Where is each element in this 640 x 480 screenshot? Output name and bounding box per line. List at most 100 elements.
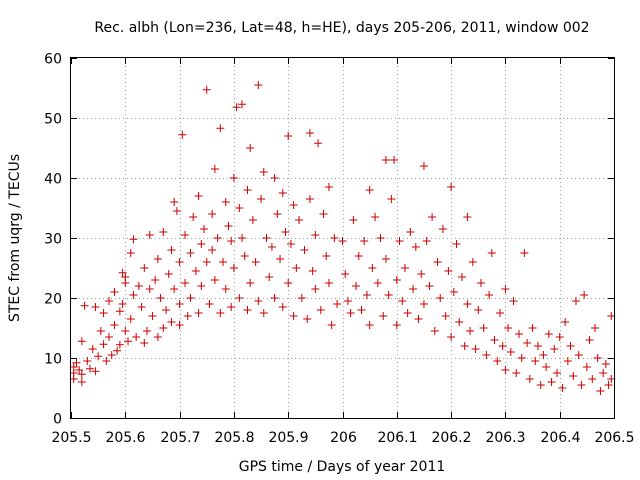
data-point bbox=[384, 291, 393, 299]
data-point bbox=[208, 210, 217, 218]
data-point bbox=[305, 129, 314, 137]
data-point bbox=[468, 258, 477, 266]
data-point bbox=[270, 174, 279, 182]
data-point bbox=[588, 375, 597, 383]
data-point bbox=[362, 291, 371, 299]
chart-title: Rec. albh (Lon=236, Lat=48, h=HE), days … bbox=[94, 20, 589, 36]
data-point bbox=[113, 346, 122, 355]
data-point bbox=[77, 370, 86, 379]
data-point bbox=[194, 192, 203, 200]
data-point bbox=[316, 306, 325, 314]
data-point bbox=[485, 291, 494, 299]
data-point bbox=[392, 321, 401, 329]
data-point bbox=[259, 309, 268, 317]
data-point bbox=[148, 312, 157, 320]
data-point bbox=[159, 324, 168, 332]
data-point bbox=[599, 369, 608, 377]
data-point bbox=[449, 288, 458, 296]
data-point bbox=[167, 246, 176, 254]
data-point bbox=[512, 369, 521, 377]
data-point bbox=[105, 297, 114, 305]
data-point bbox=[520, 249, 529, 257]
data-point bbox=[422, 237, 431, 245]
data-point bbox=[311, 285, 320, 293]
data-point bbox=[110, 321, 119, 329]
data-point bbox=[105, 333, 114, 341]
x-tick-label: 205.7 bbox=[160, 430, 200, 446]
data-point bbox=[259, 168, 268, 176]
data-point bbox=[550, 345, 559, 353]
data-point bbox=[172, 207, 181, 215]
data-point bbox=[205, 300, 214, 308]
data-point bbox=[308, 267, 317, 275]
data-point bbox=[265, 273, 274, 281]
data-point bbox=[178, 130, 187, 139]
data-point bbox=[297, 294, 306, 302]
data-point bbox=[286, 240, 295, 248]
data-point bbox=[289, 201, 298, 209]
data-point bbox=[191, 267, 200, 275]
data-point bbox=[232, 103, 241, 112]
x-tick-label: 206 bbox=[330, 430, 357, 446]
data-point bbox=[132, 333, 141, 341]
data-point bbox=[460, 342, 469, 350]
data-point bbox=[490, 336, 499, 344]
x-tick-label: 205.8 bbox=[214, 430, 254, 446]
data-point bbox=[482, 351, 491, 359]
data-point bbox=[115, 340, 124, 349]
data-point bbox=[91, 367, 100, 376]
x-tick-label: 206.2 bbox=[431, 430, 471, 446]
data-point bbox=[248, 216, 257, 224]
data-point bbox=[539, 351, 548, 359]
data-point bbox=[447, 183, 456, 191]
data-point bbox=[495, 309, 504, 317]
data-point bbox=[295, 216, 304, 224]
data-point bbox=[238, 234, 247, 242]
plot-frame bbox=[70, 57, 615, 419]
data-point bbox=[406, 228, 415, 236]
data-point bbox=[414, 315, 423, 323]
data-point bbox=[216, 124, 225, 133]
data-point bbox=[124, 337, 133, 346]
data-point bbox=[436, 294, 445, 302]
data-point bbox=[175, 258, 184, 266]
data-point bbox=[376, 234, 385, 242]
data-point bbox=[129, 235, 138, 244]
data-point bbox=[371, 213, 380, 221]
x-tick-label: 206.4 bbox=[540, 430, 580, 446]
data-point bbox=[88, 345, 97, 353]
data-point bbox=[159, 228, 168, 236]
data-point bbox=[536, 381, 545, 389]
data-point bbox=[354, 252, 363, 260]
data-point bbox=[433, 258, 442, 266]
data-point bbox=[390, 156, 399, 164]
data-point bbox=[447, 333, 456, 341]
data-point bbox=[463, 213, 472, 221]
data-point bbox=[170, 285, 179, 293]
data-point bbox=[151, 276, 160, 284]
data-point bbox=[80, 301, 89, 310]
data-point bbox=[506, 348, 515, 356]
y-tick-label: 30 bbox=[44, 232, 62, 248]
data-point bbox=[153, 333, 162, 341]
data-point bbox=[126, 315, 135, 323]
data-point bbox=[181, 231, 190, 239]
data-point bbox=[102, 357, 111, 365]
data-point bbox=[566, 342, 575, 350]
data-point bbox=[585, 336, 594, 344]
data-point bbox=[121, 327, 130, 335]
y-tick-label: 60 bbox=[44, 52, 62, 68]
data-point bbox=[381, 156, 390, 164]
x-tick-label: 205.5 bbox=[51, 430, 91, 446]
data-point bbox=[514, 330, 523, 338]
data-point bbox=[229, 174, 238, 182]
data-point bbox=[452, 240, 461, 248]
data-point bbox=[210, 165, 219, 173]
data-point bbox=[181, 279, 190, 287]
data-point bbox=[99, 309, 108, 317]
data-point bbox=[278, 189, 287, 197]
data-point bbox=[235, 294, 244, 302]
data-point bbox=[346, 309, 355, 317]
data-point bbox=[319, 210, 328, 218]
data-point bbox=[213, 234, 222, 242]
